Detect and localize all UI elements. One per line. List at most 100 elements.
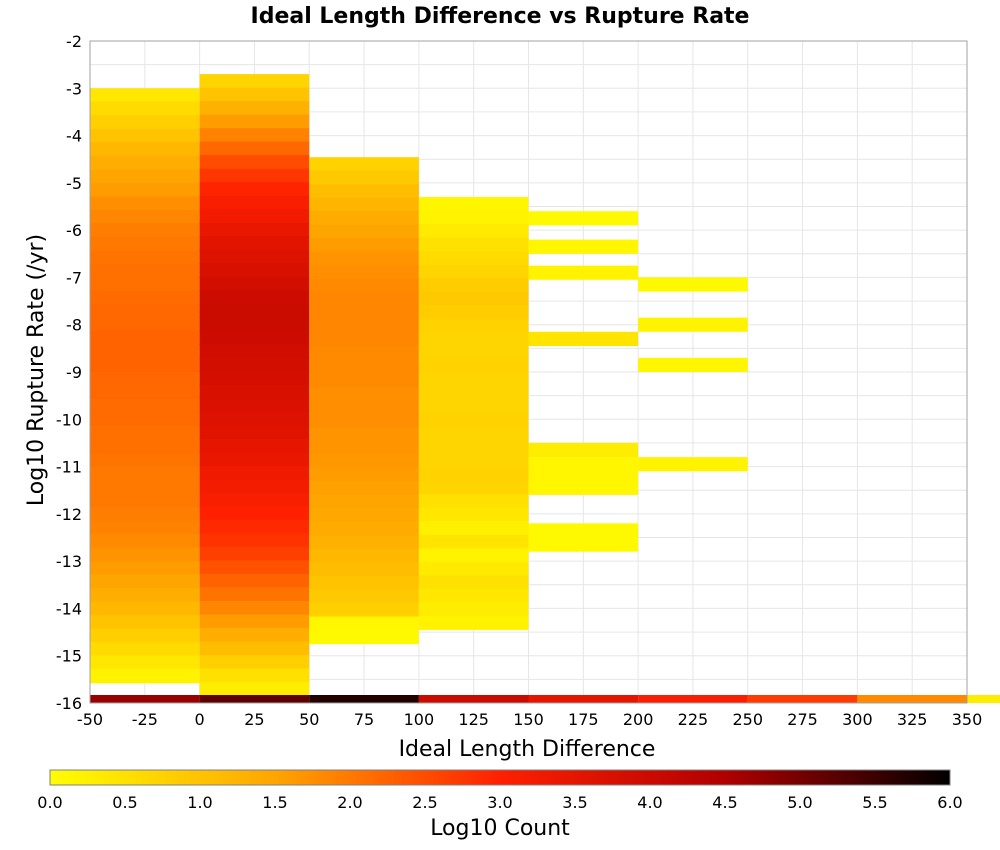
strip-cell [638,695,748,703]
heatmap-cell [309,603,419,618]
heatmap-cell [90,628,200,643]
strip-cell [90,695,200,703]
heatmap-cell [199,330,310,345]
heatmap-cell [90,601,200,616]
y-axis-ticks: -2 -3 -4 -5 -6 -7 -8 -9 -10 -11 -12 -13 -14 -15 -16 [56,32,82,713]
heatmap-cell [90,466,200,481]
heatmap-cell [199,276,310,291]
heatmap-cell [90,263,200,279]
strip-cell [857,695,967,703]
heatmap-cell [199,87,310,102]
heatmap-cell [199,546,310,562]
heatmap-cell [199,655,310,670]
strip-cell [418,695,529,703]
heatmap-cell [418,480,529,495]
heatmap-cell [418,210,529,225]
heatmap-cell [309,440,419,455]
x-axis-label: Ideal Length Difference [399,737,656,762]
heatmap-cell [90,655,200,670]
heatmap-cell [90,520,200,535]
heatmap-cell [90,115,200,130]
heatmap-cell [418,548,529,563]
heatmap-cell [418,507,529,522]
heatmap-cell [90,317,200,333]
heatmap-cell [90,128,200,143]
y-tick-label: -14 [56,599,82,618]
heatmap-cell [199,573,310,589]
heatmap-cell [309,494,419,510]
heatmap-cell [638,357,748,372]
colorbar-tick-label: 4.5 [712,793,737,812]
y-tick-label: -11 [56,458,82,477]
heatmap-cell [418,602,529,617]
heatmap-cell [199,384,310,399]
heatmap-cell [199,682,310,697]
heatmap-cell [418,575,529,590]
heatmap-cell [199,155,310,170]
heatmap-cell [199,506,310,521]
y-tick-label: -16 [56,694,82,713]
heatmap-cell [199,627,310,643]
heatmap-cell [418,440,529,455]
heatmap-cell [309,332,419,347]
colorbar-ticks: 0.0 0.5 1.0 1.5 2.0 2.5 3.0 3.5 4.0 4.5 5.0 5.5 6.0 [37,793,962,812]
heatmap-cell [309,373,419,388]
heatmap-cell [90,574,200,589]
heatmap-cell [90,507,200,522]
heatmap-cell [199,114,310,129]
heatmap-cell [418,494,529,509]
heatmap-cell [309,413,419,428]
heatmap-cell [309,575,419,591]
colorbar-tick-label: 5.0 [787,793,812,812]
heatmap-cell [418,413,529,428]
heatmap-cell [309,467,419,483]
heatmap-cell [418,386,529,401]
heatmap-cell [309,548,419,564]
heatmap-cell [199,74,310,89]
heatmap-cell [638,277,748,292]
x-tick-label: 100 [404,710,435,729]
heatmap-cell [528,265,639,280]
heatmap-cell [90,534,200,549]
heatmap-cell [418,251,529,266]
heatmap-cell [90,277,200,292]
heatmap-cell [199,668,310,683]
heatmap-cell [528,211,639,226]
heatmap-cell [199,263,310,278]
heatmap-cell [418,278,529,293]
heatmap-cell [309,211,419,226]
heatmap-cell [309,319,419,334]
heatmap-cell [418,561,529,576]
y-tick-label: -12 [56,505,82,524]
colorbar-label: Log10 Count [430,816,570,841]
colorbar-tick-label: 6.0 [937,793,962,812]
heatmap-cell [90,101,200,116]
heatmap-cell [528,523,639,552]
heatmap-cell [199,236,310,251]
heatmap-cell [90,344,200,360]
heatmap-cell [638,457,748,472]
heatmap-cell [90,88,200,103]
heatmap-cell [418,399,529,414]
strip-cell [199,695,310,703]
y-tick-label: -15 [56,647,82,666]
heatmap-cell [199,168,310,183]
heatmap-cell [309,616,419,631]
heatmap-cell [418,359,529,374]
heatmap-cell [90,155,200,170]
heatmap-cell [199,465,310,480]
heatmap-cell [199,317,310,332]
heatmap-cell [418,426,529,441]
heatmap-cell [90,331,200,346]
x-tick-label: 200 [623,710,654,729]
x-tick-label: 175 [568,710,599,729]
heatmap-cell [90,412,200,427]
y-tick-label: -3 [66,79,82,98]
heatmap-cell [90,439,200,454]
y-tick-label: -4 [66,127,82,146]
x-tick-label: 150 [513,710,544,729]
strip-cell [747,695,858,703]
heatmap-cell [418,453,529,468]
heatmap-cell [418,372,529,387]
